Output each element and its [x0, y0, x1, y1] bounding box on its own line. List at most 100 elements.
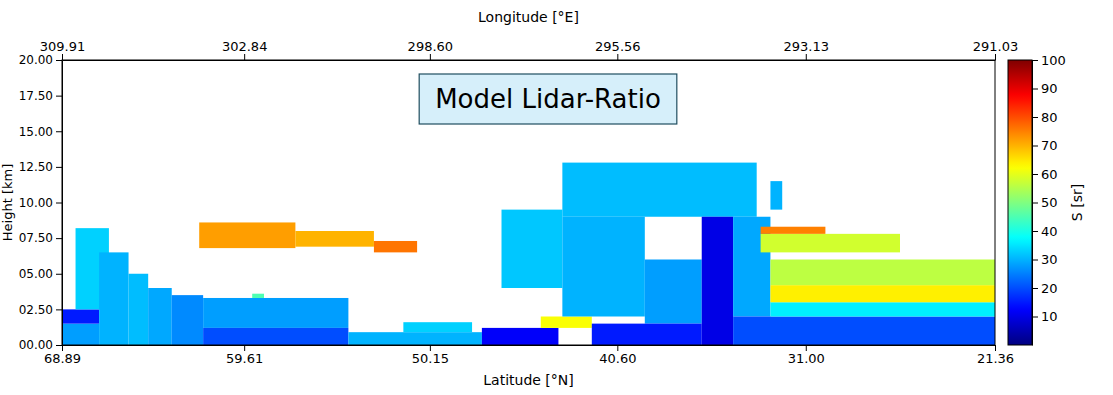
tick-mark	[995, 345, 996, 351]
tick-mark	[244, 345, 245, 351]
axis: 309.91 302.84 298.60 295.56 293.13 291.03	[40, 39, 1019, 61]
cell	[562, 217, 644, 317]
tick-mark	[56, 96, 62, 97]
tick-mark	[995, 54, 996, 60]
tick-label: 07.50	[19, 231, 53, 245]
tick: 60	[1032, 167, 1058, 182]
tick-label: 293.13	[784, 39, 830, 54]
title-box: Model Lidar-Ratio	[419, 74, 677, 124]
tick-mark	[1032, 288, 1038, 289]
tick-mark	[617, 54, 618, 60]
cell	[761, 227, 826, 234]
cell	[403, 322, 472, 332]
tick-label: 20	[1041, 281, 1058, 296]
cell	[770, 181, 782, 210]
tick: 50.15	[412, 345, 449, 366]
tick-mark	[62, 54, 63, 60]
cell	[645, 260, 702, 324]
tick: 10.00	[19, 196, 62, 210]
cell	[374, 241, 417, 252]
tick-label: 70	[1041, 138, 1058, 153]
tick-mark	[56, 238, 62, 239]
cell	[62, 309, 99, 323]
tick-label: 50.15	[412, 351, 449, 366]
cell	[592, 324, 702, 345]
tick-label: 100	[1041, 53, 1066, 68]
tick: 10	[1032, 309, 1058, 324]
axis: 68.89 59.61 50.15 40.60 31.00 21.36	[44, 345, 1014, 366]
tick-label: 15.00	[19, 125, 53, 139]
cell	[770, 302, 995, 316]
cell	[148, 288, 172, 345]
tick: 15.00	[19, 125, 62, 139]
cell	[482, 328, 559, 345]
tick-label: 30	[1041, 252, 1058, 267]
tick: 50	[1032, 195, 1058, 210]
cell	[770, 260, 995, 286]
cell	[770, 285, 995, 302]
tick-label: 309.91	[40, 39, 86, 54]
cell	[541, 317, 592, 328]
tick: 20.00	[19, 53, 62, 67]
tick: 05.00	[19, 267, 62, 281]
tick-label: 10	[1041, 309, 1058, 324]
tick: 21.36	[977, 345, 1014, 366]
cell	[295, 231, 374, 247]
tick: 291.03	[973, 39, 1019, 60]
tick: 302.84	[222, 39, 268, 60]
cell	[562, 163, 756, 217]
tick: 298.60	[408, 39, 454, 60]
tick-label: 00.00	[19, 338, 53, 352]
tick-label: 302.84	[222, 39, 268, 54]
cell	[702, 217, 733, 345]
cell	[203, 298, 348, 328]
tick-label: 40	[1041, 224, 1058, 239]
tick-mark	[244, 54, 245, 60]
cell	[348, 332, 481, 345]
tick-label: 21.36	[977, 351, 1014, 366]
tick-mark	[430, 345, 431, 351]
tick-mark	[56, 131, 62, 132]
tick: 293.13	[784, 39, 830, 60]
tick-mark	[62, 345, 63, 351]
tick-mark	[56, 60, 62, 61]
tick-mark	[1032, 231, 1038, 232]
axis: 00.00 02.50 05.00 07.50 10.00 12.50 15.00 17.50…	[19, 53, 63, 352]
title: Model Lidar-Ratio	[435, 84, 661, 114]
tick-label: 05.00	[19, 267, 53, 281]
tick-label: 60	[1041, 167, 1058, 182]
tick-label: 02.50	[19, 303, 53, 317]
cell	[99, 252, 128, 345]
tick: 59.61	[226, 345, 263, 366]
cell	[199, 222, 295, 248]
tick-label: 68.89	[44, 351, 81, 366]
tick-mark	[1032, 146, 1038, 147]
tick-mark	[1032, 317, 1038, 318]
tick: 100	[1032, 53, 1066, 68]
axis-title: Latitude [°N]	[483, 372, 573, 388]
tick: 12.50	[19, 160, 62, 174]
tick: 40.60	[599, 345, 636, 366]
cell	[203, 328, 348, 345]
tick-mark	[56, 345, 62, 346]
tick: 295.56	[595, 39, 641, 60]
tick-mark	[56, 203, 62, 204]
cell	[502, 210, 563, 288]
cell	[733, 317, 995, 346]
plot-frame	[62, 60, 995, 345]
tick-mark	[806, 345, 807, 351]
tick-mark	[56, 309, 62, 310]
cell	[761, 234, 900, 253]
tick: 31.00	[788, 345, 825, 366]
tick-label: 298.60	[408, 39, 454, 54]
cell	[172, 295, 203, 345]
tick-label: 17.50	[19, 89, 53, 103]
tick: 20	[1032, 281, 1058, 296]
colorbar	[1008, 60, 1032, 345]
tick-label: 90	[1041, 81, 1058, 96]
axis: 102030405060708090100	[1032, 53, 1066, 346]
axis-line	[63, 345, 996, 346]
tick-mark	[1032, 89, 1038, 90]
colorbar-title: S [sr]	[1069, 184, 1085, 221]
tick-label: 40.60	[599, 351, 636, 366]
